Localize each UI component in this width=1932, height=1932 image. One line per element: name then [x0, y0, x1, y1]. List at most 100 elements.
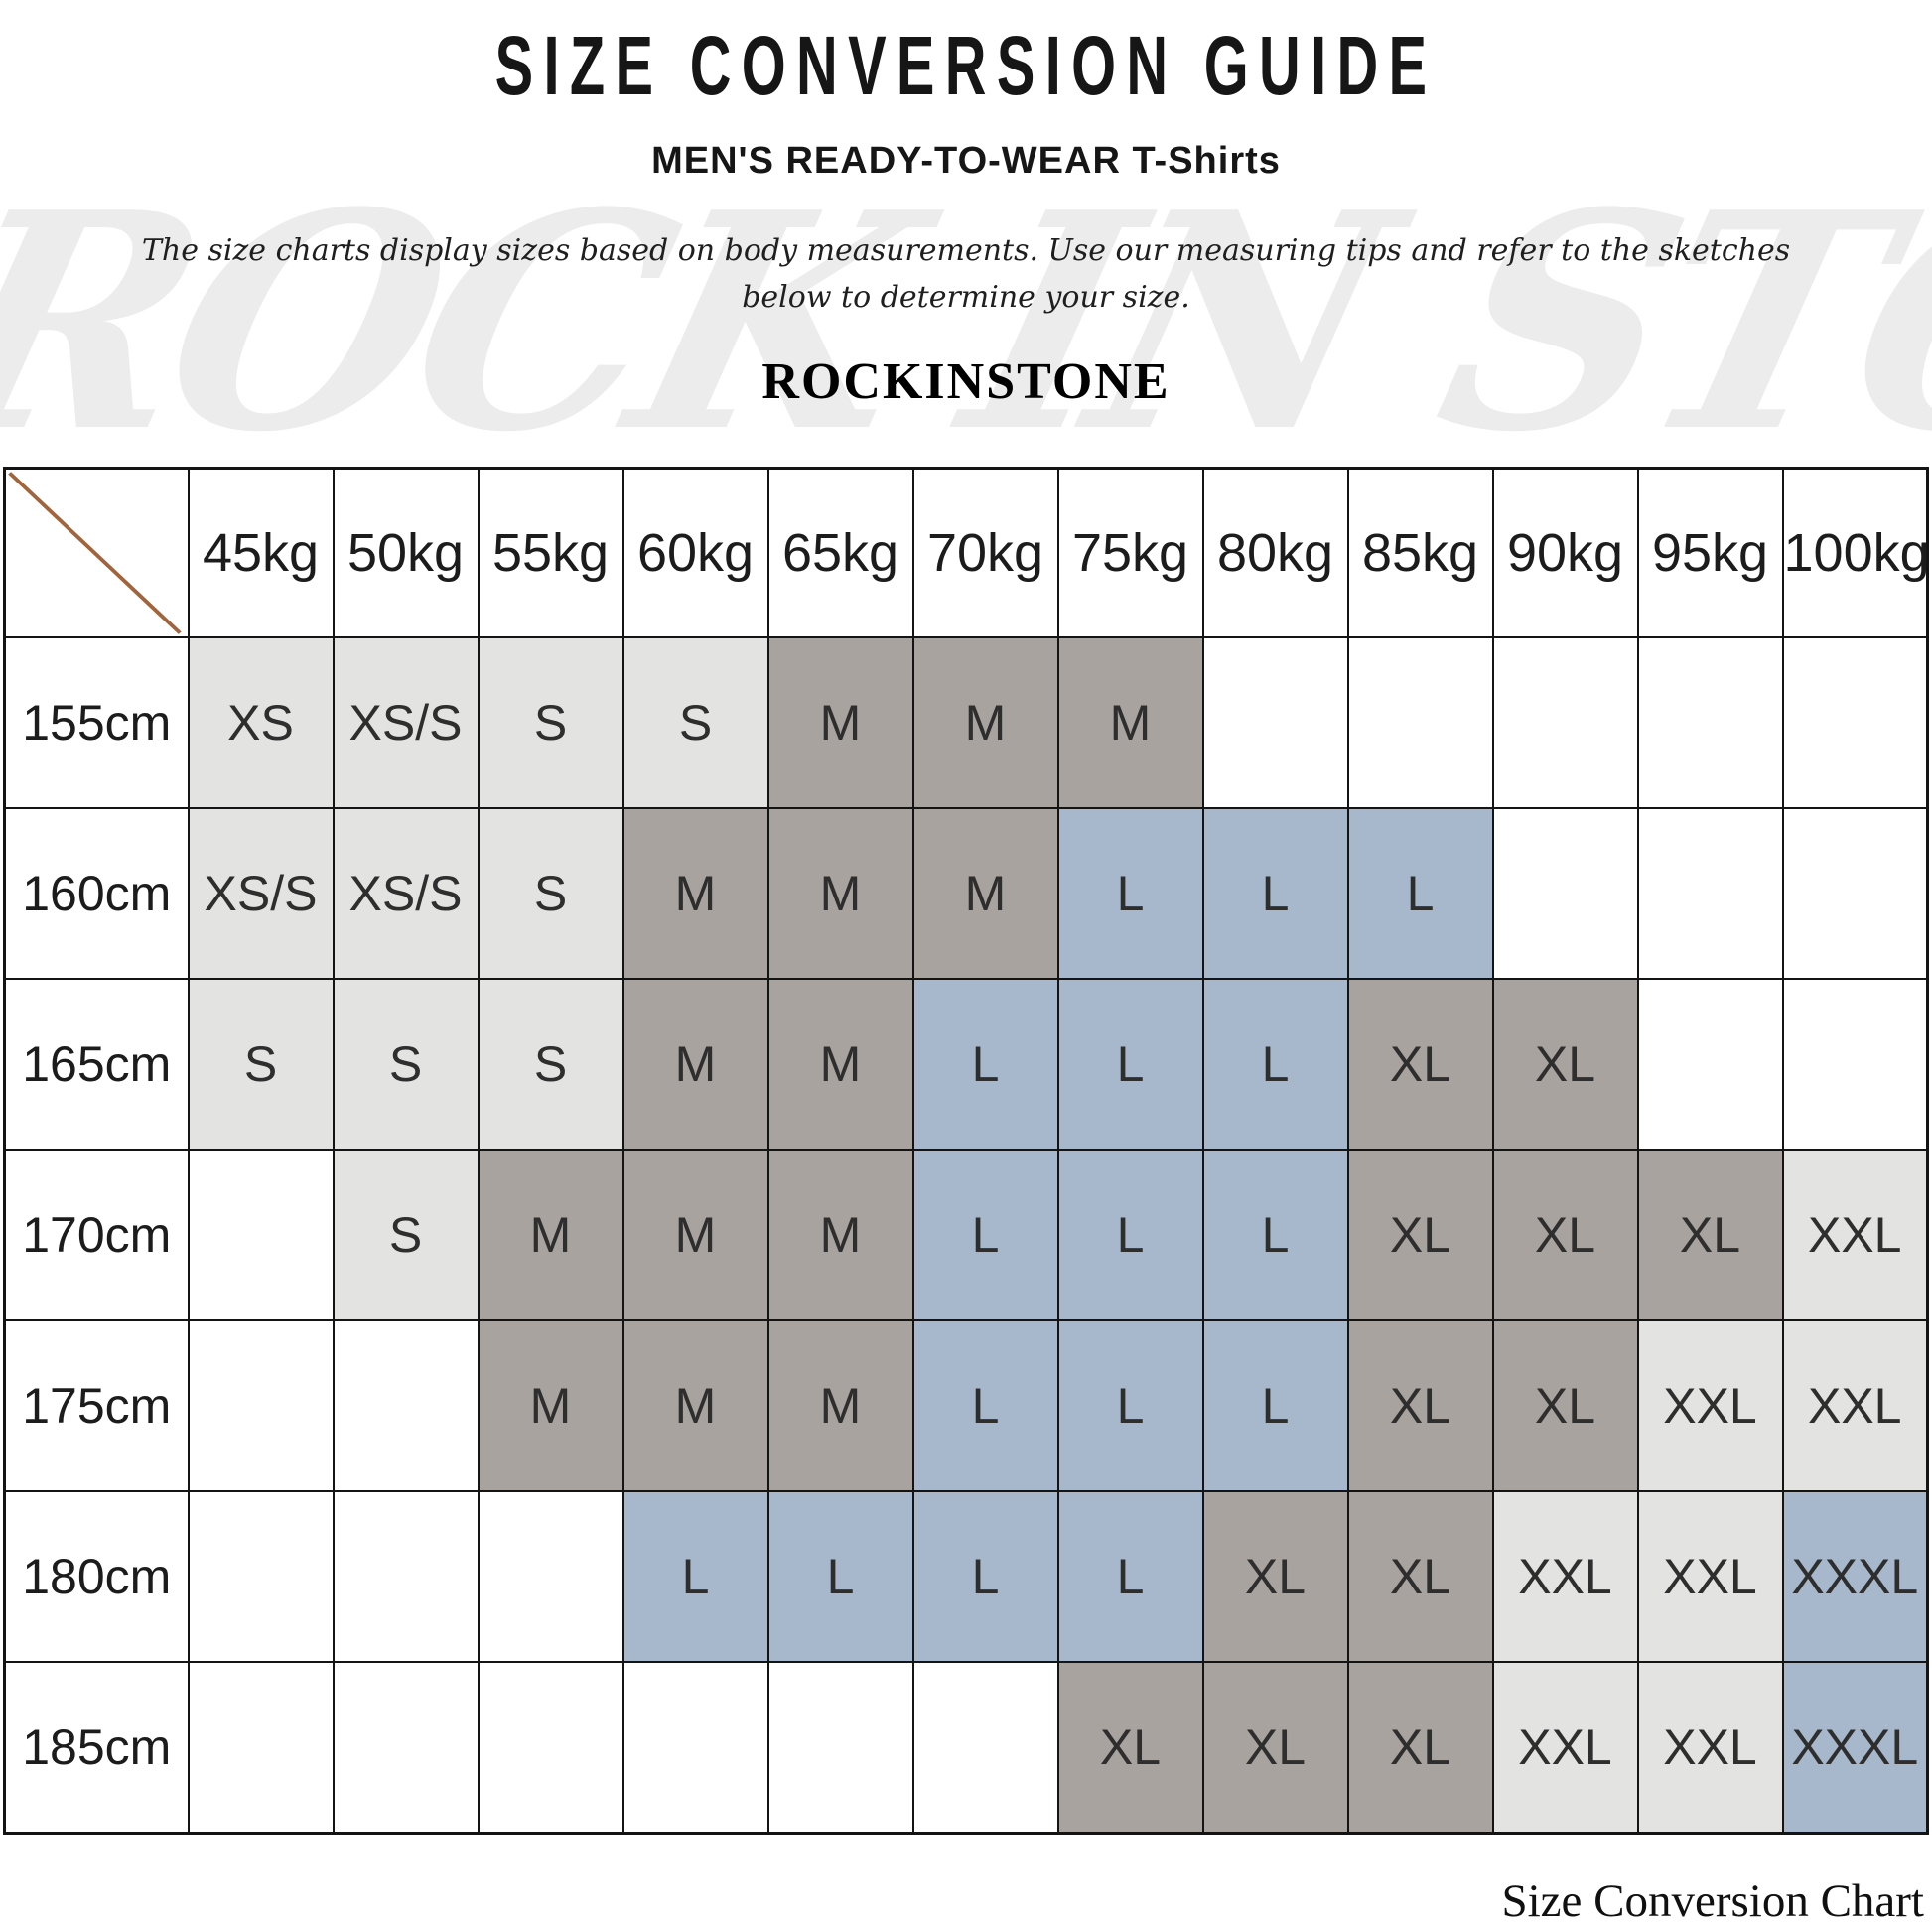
table-row: 165cm S S S M M L L L XL XL [3, 978, 1929, 1151]
size-cell [1491, 807, 1639, 980]
diagonal-line-icon [8, 472, 182, 634]
size-cell [766, 1661, 914, 1835]
size-cell: M [621, 807, 769, 980]
size-cell [477, 1661, 624, 1835]
size-cell: L [1201, 807, 1349, 980]
size-cell: L [1201, 1149, 1349, 1321]
size-cell: S [332, 978, 480, 1151]
height-label: 185cm [3, 1661, 190, 1835]
height-label: 155cm [3, 636, 190, 809]
size-cell: XL [1346, 1661, 1494, 1835]
size-cell [332, 1319, 480, 1492]
weight-header-row: 45kg 50kg 55kg 60kg 65kg 70kg 75kg 80kg 85kg 90kg… [3, 467, 1930, 638]
size-cell [187, 1490, 335, 1663]
table-row: 185cm XL XL XL XXL XXL XXXL [3, 1661, 1929, 1835]
table-row: 175cm M M M L L L XL XL XXL XXL [3, 1319, 1929, 1492]
size-cell: S [621, 636, 769, 809]
height-label: 175cm [3, 1319, 190, 1492]
size-cell: M [766, 1319, 914, 1492]
size-cell: XL [1346, 978, 1494, 1151]
size-cell: XXL [1491, 1661, 1639, 1835]
size-cell [621, 1661, 769, 1835]
size-cell: M [621, 1149, 769, 1321]
size-cell [332, 1490, 480, 1663]
size-cell: L [1201, 1319, 1349, 1492]
weight-header: 65kg [766, 467, 914, 638]
table-row: 170cm S M M M L L L XL XL XL XXL [3, 1149, 1929, 1321]
size-cell: XXL [1636, 1319, 1784, 1492]
weight-header: 100kg [1781, 467, 1930, 638]
size-cell: XS [187, 636, 335, 809]
size-cell: L [1056, 807, 1204, 980]
weight-header: 80kg [1201, 467, 1349, 638]
weight-header: 90kg [1491, 467, 1639, 638]
size-cell: S [332, 1149, 480, 1321]
corner-cell [3, 467, 190, 638]
size-cell [911, 1661, 1059, 1835]
header: SIZE CONVERSION GUIDE MEN'S READY-TO-WEA… [0, 0, 1932, 411]
size-cell: L [911, 1149, 1059, 1321]
size-cell [1781, 978, 1929, 1151]
size-cell [187, 1149, 335, 1321]
size-conversion-table: 45kg 50kg 55kg 60kg 65kg 70kg 75kg 80kg 85kg 90kg… [3, 467, 1930, 1835]
page-subtitle: MEN'S READY-TO-WEAR T-Shirts [651, 140, 1281, 182]
size-cell: L [1056, 978, 1204, 1151]
size-cell [187, 1319, 335, 1492]
weight-header: 95kg [1636, 467, 1784, 638]
size-cell: XS/S [332, 636, 480, 809]
size-cell: XS/S [332, 807, 480, 980]
size-cell: L [621, 1490, 769, 1663]
size-cell: M [621, 978, 769, 1151]
size-cell: XXL [1636, 1490, 1784, 1663]
size-cell: M [911, 807, 1059, 980]
size-cell: XXXL [1781, 1661, 1929, 1835]
size-cell: L [1056, 1149, 1204, 1321]
size-cell [1781, 636, 1929, 809]
size-cell: XS/S [187, 807, 335, 980]
size-cell: M [911, 636, 1059, 809]
description-line-1: The size charts display sizes based on b… [141, 233, 1791, 268]
size-cell: XL [1056, 1661, 1204, 1835]
height-label: 165cm [3, 978, 190, 1151]
weight-header: 70kg [911, 467, 1059, 638]
page-title: SIZE CONVERSION GUIDE [494, 18, 1438, 113]
size-cell: M [477, 1149, 624, 1321]
size-cell: XXL [1491, 1490, 1639, 1663]
table-row: 155cm XS XS/S S S M M M [3, 636, 1929, 809]
height-label: 160cm [3, 807, 190, 980]
size-cell [1636, 807, 1784, 980]
size-cell: XXXL [1781, 1490, 1929, 1663]
height-label: 170cm [3, 1149, 190, 1321]
size-cell [1201, 636, 1349, 809]
size-cell: M [766, 807, 914, 980]
weight-header: 55kg [477, 467, 624, 638]
size-cell: S [187, 978, 335, 1151]
size-cell [1781, 807, 1929, 980]
size-cell: M [766, 636, 914, 809]
weight-header: 45kg [187, 467, 335, 638]
size-cell: L [1346, 807, 1494, 980]
size-cell: L [766, 1490, 914, 1663]
size-cell [1636, 978, 1784, 1151]
size-cell: M [766, 1149, 914, 1321]
size-cell: M [766, 978, 914, 1151]
size-cell: XL [1346, 1149, 1494, 1321]
size-cell: L [1056, 1490, 1204, 1663]
chart-caption: Size Conversion Chart [1501, 1875, 1924, 1927]
size-cell: L [1201, 978, 1349, 1151]
brand-name: ROCKINSTONE [761, 353, 1171, 410]
weight-header: 75kg [1056, 467, 1204, 638]
size-cell: XXL [1636, 1661, 1784, 1835]
weight-header: 50kg [332, 467, 480, 638]
size-cell: L [911, 1490, 1059, 1663]
size-cell: XL [1201, 1661, 1349, 1835]
size-cell: XL [1491, 978, 1639, 1151]
size-cell: M [621, 1319, 769, 1492]
size-cell [187, 1661, 335, 1835]
size-cell [1636, 636, 1784, 809]
size-cell: XL [1636, 1149, 1784, 1321]
size-cell: M [1056, 636, 1204, 809]
weight-header: 60kg [621, 467, 769, 638]
weight-header: 85kg [1346, 467, 1494, 638]
